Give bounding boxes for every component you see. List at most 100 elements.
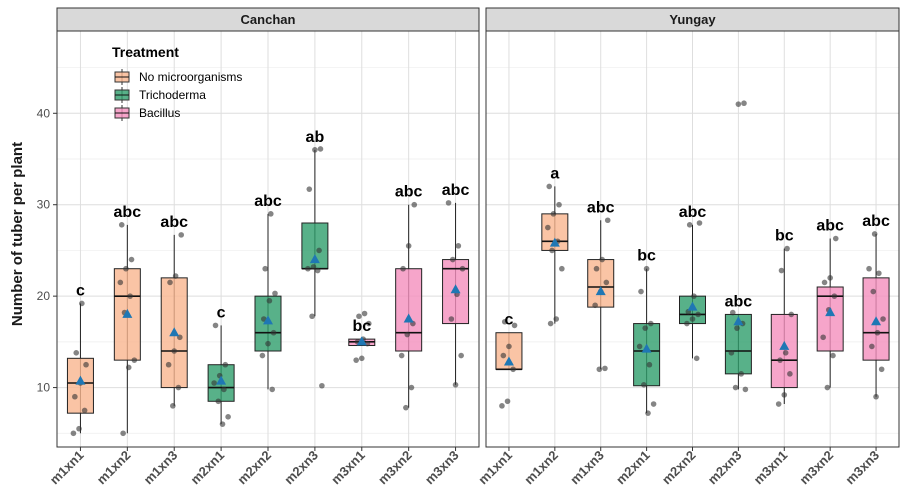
data-point — [83, 361, 89, 368]
data-point — [448, 316, 455, 322]
data-point — [123, 265, 129, 272]
data-point — [646, 361, 653, 368]
significance-letter: c — [76, 282, 85, 299]
data-point — [874, 329, 881, 336]
x-tick-label: m1xn1 — [475, 448, 515, 488]
data-point — [172, 273, 179, 279]
x-tick-label: m3xn1 — [328, 448, 368, 488]
data-point — [556, 201, 562, 208]
data-point — [219, 421, 226, 427]
data-point — [445, 200, 452, 206]
data-point — [871, 231, 878, 237]
data-point — [459, 265, 466, 272]
data-point — [269, 386, 276, 393]
data-point — [641, 382, 647, 388]
data-point — [272, 290, 278, 297]
panel-title: Canchan — [241, 12, 296, 27]
significance-letter: bc — [637, 248, 656, 265]
mean-marker — [871, 316, 882, 326]
data-point — [693, 355, 700, 362]
significance-letter: abc — [254, 193, 282, 210]
data-point — [866, 265, 872, 272]
data-point — [511, 322, 518, 329]
box-m1xn2: abc — [114, 204, 141, 437]
data-point — [72, 393, 78, 400]
data-point — [869, 343, 875, 350]
significance-letter: abc — [862, 213, 890, 230]
x-tick-label: m1xn2 — [94, 448, 134, 488]
y-tick-label: 40 — [37, 106, 51, 120]
significance-letter: abc — [442, 182, 470, 199]
mean-marker — [641, 343, 652, 353]
data-point — [117, 279, 124, 286]
data-point — [832, 235, 839, 242]
significance-letter: ab — [306, 129, 325, 146]
data-point — [178, 232, 185, 238]
data-point — [225, 414, 231, 420]
mean-marker — [309, 254, 320, 264]
x-tick-label: m1xn3 — [141, 448, 181, 488]
data-point — [547, 320, 554, 327]
data-point — [735, 101, 742, 107]
data-point — [831, 293, 838, 299]
x-tick-label: m3xn3 — [842, 448, 882, 488]
x-tick-label: m2xn1 — [187, 448, 227, 488]
mean-marker — [169, 327, 180, 337]
data-point — [314, 267, 321, 274]
data-point — [211, 380, 217, 386]
box-iqr — [587, 259, 615, 308]
significance-letter: abc — [160, 214, 188, 231]
data-point — [222, 361, 229, 368]
data-point — [778, 267, 785, 274]
box-m1xn3: abc — [587, 199, 615, 373]
data-point — [310, 264, 317, 270]
data-point — [259, 352, 266, 359]
data-point — [741, 100, 747, 107]
data-point — [777, 357, 783, 363]
data-point — [125, 364, 132, 371]
data-point — [638, 288, 644, 295]
data-point — [262, 265, 269, 272]
box-m3xn3: abc — [862, 213, 890, 400]
data-point — [309, 313, 315, 320]
data-point — [70, 430, 77, 437]
data-point — [782, 350, 789, 356]
x-tick-label: m2xn2 — [659, 448, 699, 488]
box-m2xn3: abc — [725, 100, 753, 393]
data-point — [781, 392, 788, 398]
data-point — [120, 430, 126, 437]
x-tick-label: m1xn3 — [567, 448, 607, 488]
data-point — [175, 384, 182, 391]
significance-letter: abc — [725, 293, 753, 310]
data-point — [596, 366, 603, 373]
data-point — [592, 302, 598, 309]
data-point — [170, 403, 176, 409]
significance-letter: abc — [816, 218, 844, 235]
data-point — [499, 403, 505, 409]
panel-border — [56, 30, 480, 448]
data-point — [356, 313, 362, 320]
data-point — [411, 201, 418, 208]
data-point — [408, 384, 415, 391]
box-m1xn2: a — [541, 165, 569, 327]
data-point — [775, 401, 782, 407]
mean-marker — [216, 375, 227, 385]
data-point — [455, 243, 462, 249]
data-point — [171, 348, 178, 354]
x-tick-label: m2xn2 — [234, 448, 274, 488]
legend-title: Treatment — [112, 44, 179, 60]
data-point — [270, 329, 277, 336]
data-point — [316, 247, 322, 254]
mean-marker — [356, 336, 367, 346]
legend: Treatment No microorganisms Trichoderma Bac… — [112, 44, 242, 121]
data-point — [306, 186, 313, 192]
data-point — [734, 325, 740, 331]
data-point — [650, 401, 657, 407]
panel-border — [485, 30, 900, 448]
box-iqr — [770, 313, 798, 389]
data-point — [167, 279, 173, 286]
box-m2xn1: c — [207, 304, 235, 427]
data-point — [648, 320, 654, 327]
data-point — [546, 183, 553, 190]
data-point — [788, 311, 795, 318]
